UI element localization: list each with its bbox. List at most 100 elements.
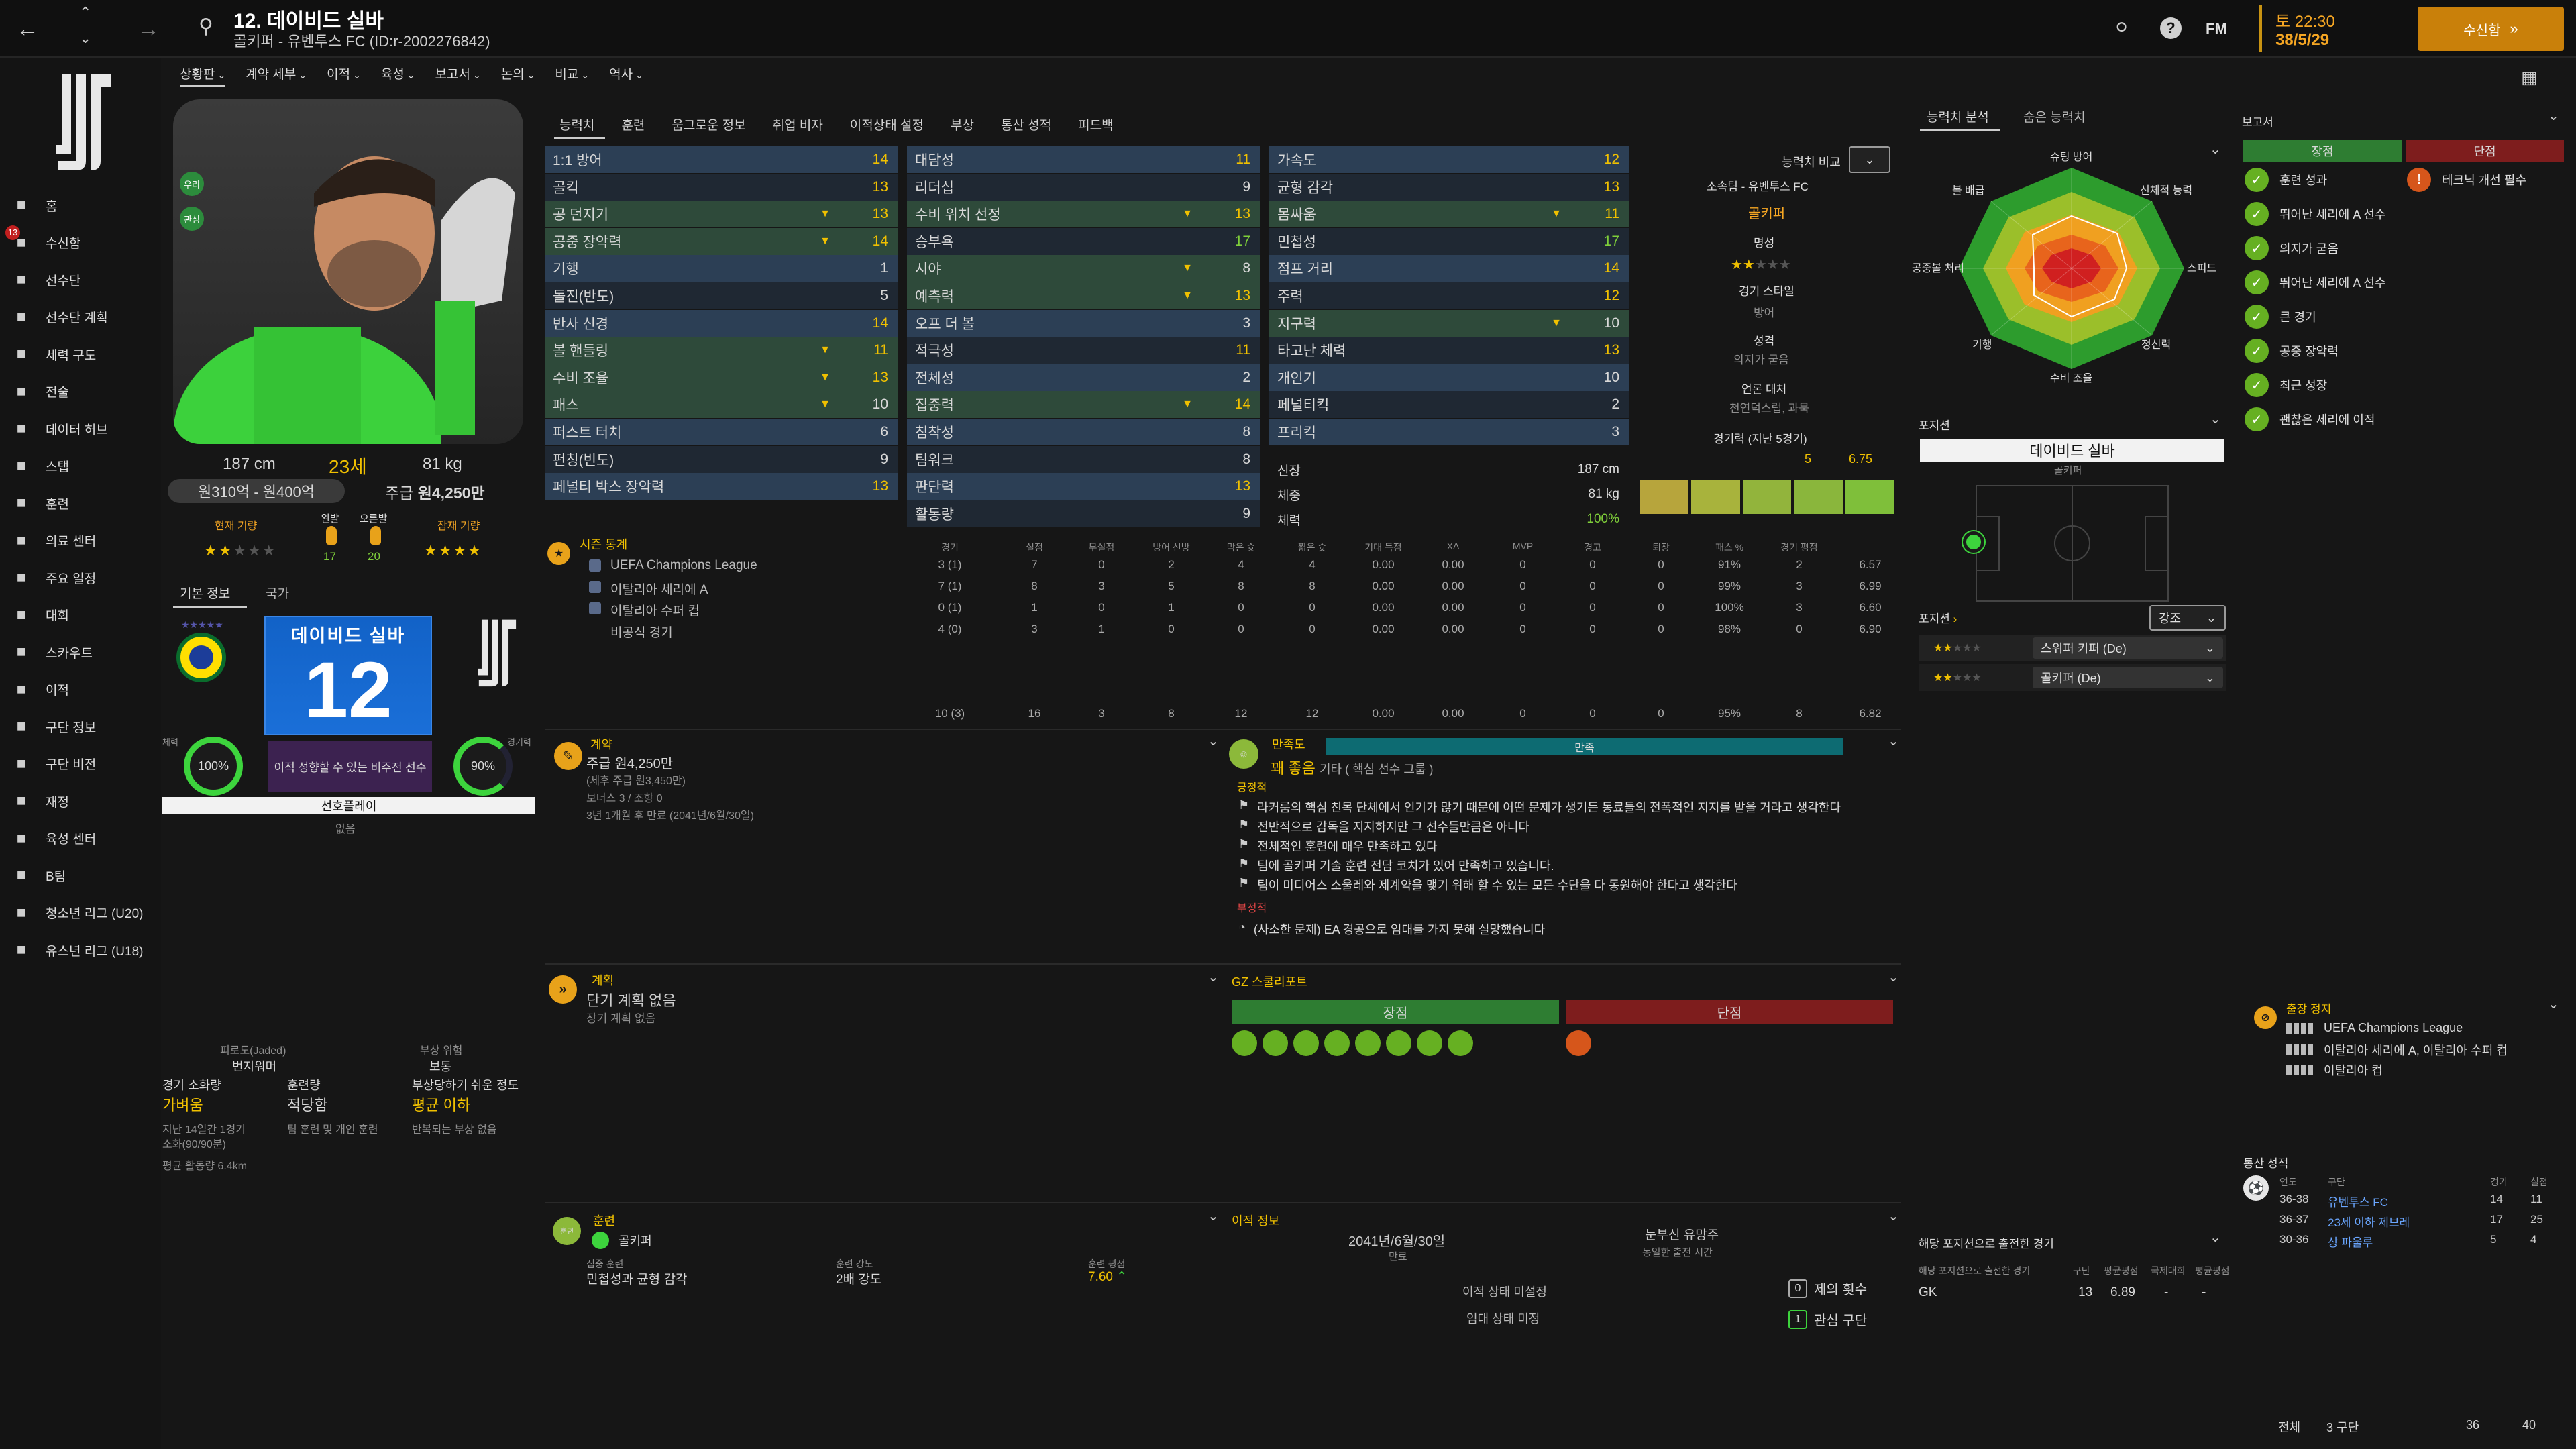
gk-attribute-row[interactable]: 볼 핸들링 ▼ 11 (545, 337, 898, 364)
role-row-1[interactable]: ★★★★★ 스위퍼 키퍼 (De) ⌄ (1919, 635, 2226, 661)
compare-dropdown[interactable]: ⌄ (1849, 146, 1890, 173)
gk-attribute-row[interactable]: 패스 ▼ 10 (545, 391, 898, 419)
sidebar-item[interactable]: ■ 청소년 리그 (U20) (0, 896, 161, 930)
search-icon[interactable]: ⚲ (199, 15, 213, 38)
stats-row-label[interactable]: 이탈리아 수퍼 컵 (610, 604, 700, 619)
help-icon[interactable]: ? (2160, 17, 2182, 39)
menu-item[interactable]: 육성 ⌄ (381, 64, 415, 87)
gk-attribute-row[interactable]: 골킥 13 (545, 173, 898, 201)
mental-attribute-row[interactable]: 시야 ▼ 8 (907, 255, 1260, 282)
forward-arrow-icon[interactable]: → (137, 16, 160, 42)
report-pro-item[interactable]: ✓ 괜찮은 세리에 이적 (2245, 407, 2375, 431)
role-2-select[interactable]: 골키퍼 (De) ⌄ (2033, 667, 2223, 688)
continue-button[interactable]: 수신함 » (2418, 7, 2564, 51)
stats-header[interactable]: 짧은 슛 (1297, 542, 1327, 553)
sidebar-item[interactable]: ■ 데이터 허브 (0, 411, 161, 446)
stats-header[interactable]: 경기 평점 (1780, 542, 1818, 553)
stats-header[interactable]: XA (1446, 541, 1460, 551)
mental-attribute-row[interactable]: 적극성 11 (907, 337, 1260, 364)
stats-header[interactable]: 무실점 (1088, 542, 1115, 553)
contract-title[interactable]: 계약 (590, 738, 613, 751)
stats-header[interactable]: 막은 슛 (1226, 542, 1256, 553)
role-1-select[interactable]: 스위퍼 키퍼 (De) ⌄ (2033, 637, 2223, 659)
sidebar-item[interactable]: ■ 의료 센터 (0, 523, 161, 558)
stats-header[interactable]: 경기 (941, 542, 959, 553)
chevron-down-icon[interactable]: ⌄ (2210, 1230, 2221, 1245)
sidebar-item[interactable]: ■ 훈련 (0, 486, 161, 521)
tab-basic-info[interactable]: 기본 정보 (180, 587, 231, 601)
report-pro-item[interactable]: ✓ 뛰어난 세리에 A 선수 (2245, 270, 2386, 294)
chevron-down-icon[interactable]: ⌄ (2210, 412, 2221, 427)
layout-icon[interactable]: ▦ (2521, 67, 2538, 87)
physical-attribute-row[interactable]: 주력 12 (1269, 282, 1629, 309)
career-cell[interactable]: 상 파울루 (2328, 1236, 2373, 1249)
report-pro-item[interactable]: ✓ 공중 장악력 (2245, 339, 2339, 363)
mental-attribute-row[interactable]: 대담성 11 (907, 146, 1260, 173)
chevron-down-icon[interactable]: ⌄ (1888, 970, 1899, 985)
training-title[interactable]: 훈련 (593, 1214, 616, 1228)
menu-item[interactable]: 이적 ⌄ (327, 64, 361, 87)
chevron-down-icon[interactable]: ⌄ (2548, 997, 2559, 1012)
career-cell[interactable]: 유벤투스 FC (2328, 1196, 2388, 1209)
sidebar-item[interactable]: ■ 선수단 (0, 262, 161, 297)
chevron-down-icon[interactable]: ⌄ (1208, 970, 1219, 985)
mental-attribute-row[interactable]: 침착성 8 (907, 419, 1260, 445)
sidebar-item[interactable]: ■ 세력 구도 (0, 337, 161, 372)
center-tab[interactable]: 통산 성적 (1000, 119, 1052, 133)
gk-attribute-row[interactable]: 반사 신경 14 (545, 309, 898, 337)
sidebar-item[interactable]: ■ 스탭 (0, 449, 161, 484)
sidebar-item[interactable]: ■ 대회 (0, 598, 161, 633)
center-tab[interactable]: 능력치 (559, 119, 595, 133)
tab-attr-analysis[interactable]: 능력치 분석 (1927, 111, 1989, 125)
sidebar-item[interactable]: ■ B팀 (0, 858, 161, 893)
happiness-title[interactable]: 만족도 (1272, 738, 1305, 751)
back-arrow-icon[interactable]: ← (16, 16, 39, 42)
report-pro-item[interactable]: ✓ 최근 성장 (2245, 373, 2327, 397)
sidebar-item[interactable]: ■ 구단 비전 (0, 747, 161, 782)
mental-attribute-row[interactable]: 예측력 ▼ 13 (907, 282, 1260, 309)
stats-header[interactable]: 기대 득점 (1364, 542, 1402, 553)
sidebar-item[interactable]: ■ 홈 (0, 188, 161, 223)
chevron-down-icon[interactable]: ⌄ (2548, 109, 2559, 123)
physical-attribute-row[interactable]: 프리킥 3 (1269, 419, 1629, 445)
mental-attribute-row[interactable]: 활동량 9 (907, 500, 1260, 527)
chevron-up-icon[interactable]: ⌃ (79, 4, 92, 21)
center-tab[interactable]: 움그로운 정보 (672, 119, 746, 133)
chevron-down-icon[interactable]: ⌄ (1888, 734, 1899, 749)
report-pro-item[interactable]: ✓ 뛰어난 세리에 A 선수 (2245, 202, 2386, 226)
stats-header[interactable]: MVP (1512, 541, 1534, 551)
mental-attribute-row[interactable]: 오프 더 볼 3 (907, 309, 1260, 337)
gk-attribute-row[interactable]: 펀칭(빈도) 9 (545, 445, 898, 473)
physical-attribute-row[interactable]: 지구력 ▼ 10 (1269, 309, 1629, 337)
stats-header[interactable]: 실점 (1026, 542, 1043, 553)
globe-icon[interactable]: ⚪ (2113, 17, 2131, 39)
sidebar-item[interactable]: ■ 수신함 13 (0, 225, 161, 260)
mental-attribute-row[interactable]: 수비 위치 선정 ▼ 13 (907, 201, 1260, 228)
menu-item[interactable]: 논의 ⌄ (501, 64, 535, 87)
center-tab[interactable]: 이적상태 설정 (849, 119, 924, 133)
center-tab[interactable]: 취업 비자 (772, 119, 823, 133)
menu-item[interactable]: 계약 세부 ⌄ (246, 64, 307, 87)
chevron-down-icon[interactable]: ⌄ (1888, 1209, 1899, 1224)
report-pro-item[interactable]: ✓ 훈련 성과 (2245, 168, 2327, 192)
highlight-select[interactable]: 강조 ⌄ (2149, 605, 2226, 631)
gk-attribute-row[interactable]: 1:1 방어 14 (545, 146, 898, 173)
mental-attribute-row[interactable]: 팀워크 8 (907, 445, 1260, 473)
physical-attribute-row[interactable]: 가속도 12 (1269, 146, 1629, 173)
stats-row-label[interactable]: UEFA Champions League (610, 558, 757, 572)
gk-attribute-row[interactable]: 퍼스트 터치 6 (545, 419, 898, 445)
physical-attribute-row[interactable]: 페널티킥 2 (1269, 391, 1629, 419)
sidebar-item[interactable]: ■ 유스년 리그 (U18) (0, 932, 161, 967)
sidebar-item[interactable]: ■ 주요 일정 (0, 560, 161, 595)
fm-logo[interactable]: FM (2206, 20, 2227, 37)
sidebar-item[interactable]: ■ 구단 정보 (0, 709, 161, 744)
chevron-down-icon[interactable]: ⌄ (1208, 1209, 1219, 1224)
stats-header[interactable]: 방어 선방 (1152, 542, 1190, 553)
chevron-down-icon[interactable]: ⌄ (1208, 734, 1219, 749)
mental-attribute-row[interactable]: 집중력 ▼ 14 (907, 391, 1260, 419)
sidebar-item[interactable]: ■ 전술 (0, 374, 161, 409)
gk-attribute-row[interactable]: 수비 조율 ▼ 13 (545, 364, 898, 391)
gk-attribute-row[interactable]: 공중 장악력 ▼ 14 (545, 227, 898, 255)
chevron-down-icon[interactable]: ⌄ (79, 30, 92, 46)
physical-attribute-row[interactable]: 개인기 10 (1269, 364, 1629, 391)
